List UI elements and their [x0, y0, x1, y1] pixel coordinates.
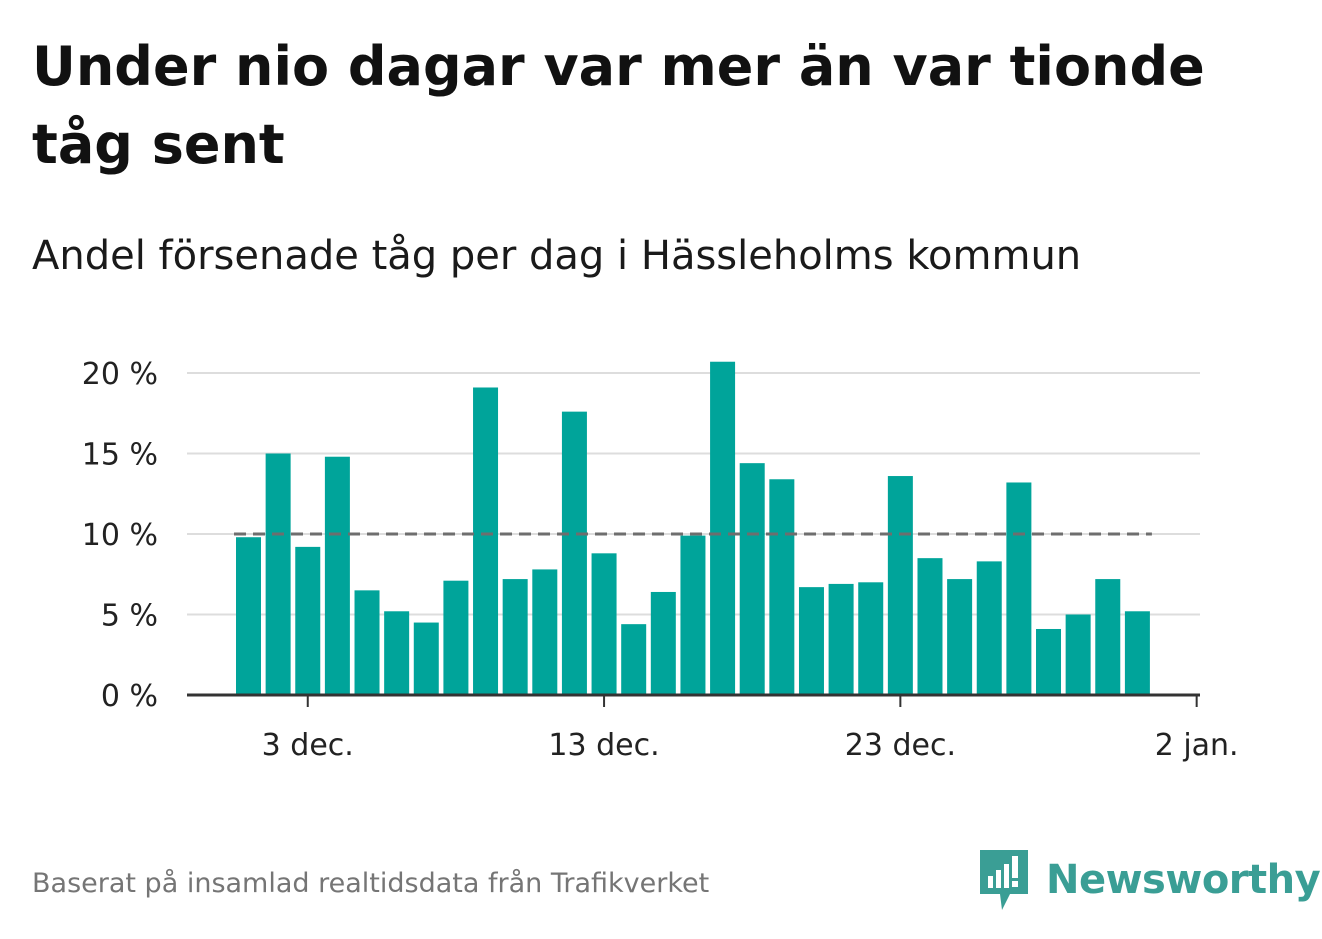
bar	[473, 387, 499, 695]
bar	[413, 622, 439, 695]
bar	[621, 624, 647, 695]
bar	[236, 537, 261, 695]
bar	[591, 553, 617, 695]
x-tick-label: 23 dec.	[845, 728, 956, 763]
bar	[976, 561, 1002, 695]
x-axis-tick-labels: 3 dec. 13 dec. 23 dec. 2 jan.	[262, 728, 1239, 763]
bar	[710, 361, 736, 695]
bar	[265, 453, 291, 695]
x-tick-label: 13 dec.	[548, 728, 659, 763]
bar	[502, 579, 528, 695]
bar	[324, 456, 350, 695]
bar	[532, 569, 558, 695]
x-tick-label: 2 jan.	[1155, 728, 1239, 763]
bar	[1095, 579, 1121, 695]
bar	[798, 587, 824, 695]
bar	[1036, 628, 1062, 695]
newsworthy-logo: Newsworthy	[980, 848, 1321, 912]
bar	[384, 611, 410, 695]
bar	[828, 583, 854, 695]
logo-text: Newsworthy	[1046, 857, 1321, 903]
bar	[354, 590, 380, 695]
bar	[680, 535, 706, 695]
bar	[858, 582, 884, 695]
source-note: Baserat på insamlad realtidsdata från Tr…	[32, 868, 710, 899]
newsworthy-bars-icon	[980, 850, 1028, 910]
y-tick-label: 0 %	[101, 679, 158, 714]
bar	[1006, 482, 1032, 695]
bar	[1065, 614, 1091, 695]
bar	[917, 558, 943, 695]
bar	[887, 476, 913, 695]
bar	[443, 580, 469, 695]
bar-chart: 0 % 5 % 10 % 15 % 20 % 3 dec. 13 dec. 23 dec. 2…	[82, 357, 1239, 763]
y-tick-label: 20 %	[82, 357, 158, 392]
x-tick-label: 3 dec.	[262, 728, 354, 763]
y-tick-label: 15 %	[82, 438, 158, 473]
bar	[650, 591, 676, 695]
bar	[295, 546, 321, 695]
x-axis	[187, 693, 1200, 707]
bar	[739, 463, 765, 695]
bar	[561, 411, 587, 695]
chart-subtitle: Andel försenade tåg per dag i Hässleholm…	[32, 233, 1082, 279]
chart-title: Under nio dagar var mer än var tionde tå…	[32, 35, 1205, 176]
y-tick-label: 5 %	[101, 599, 158, 634]
bars	[236, 361, 1150, 695]
bar	[769, 479, 795, 695]
bar	[1124, 611, 1150, 695]
bar	[947, 579, 973, 695]
y-tick-label: 10 %	[82, 518, 158, 553]
y-axis-tick-labels: 0 % 5 % 10 % 15 % 20 %	[82, 357, 158, 714]
